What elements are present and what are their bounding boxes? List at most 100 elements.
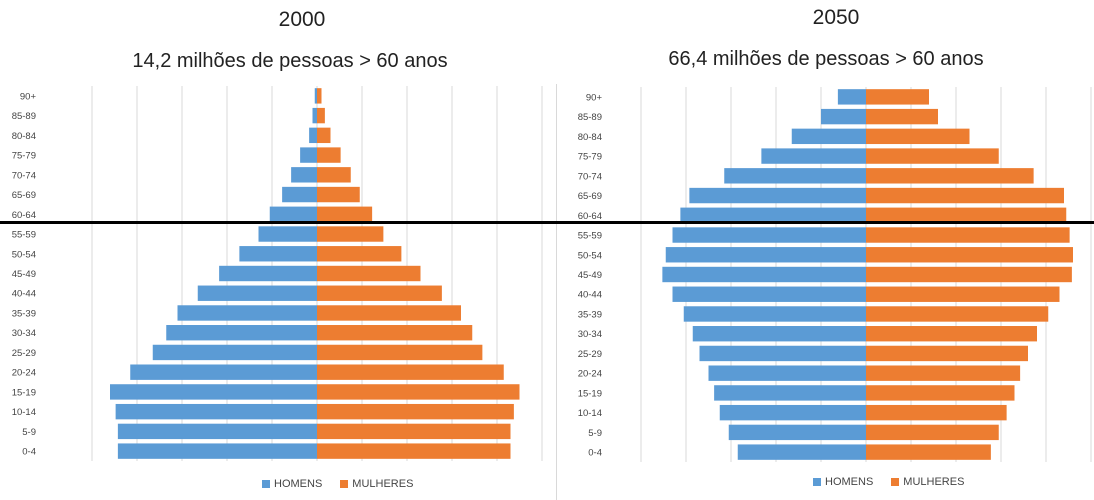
- bar-mulheres-50-54: [317, 246, 402, 262]
- chart-subtitle: 14,2 milhões de pessoas > 60 anos: [132, 50, 448, 72]
- tick-label-90+: 90+: [586, 92, 603, 103]
- tick-label-80-84: 80-84: [578, 132, 602, 143]
- tick-label-10-14: 10-14: [578, 408, 602, 419]
- tick-label-15-19: 15-19: [12, 387, 36, 398]
- tick-label-90+: 90+: [20, 91, 37, 102]
- bar-mulheres-60-64: [866, 207, 1067, 223]
- bar-mulheres-15-19: [317, 384, 520, 400]
- bar-homens-60-64: [680, 207, 866, 223]
- bar-mulheres-30-34: [317, 325, 473, 341]
- tick-label-60-64: 60-64: [578, 211, 602, 222]
- bar-mulheres-10-14: [866, 404, 1007, 421]
- tick-label-20-24: 20-24: [578, 369, 602, 380]
- bar-mulheres-85-89: [317, 107, 325, 124]
- legend-swatch-mulheres: [891, 478, 900, 486]
- bar-mulheres-75-79: [317, 147, 341, 163]
- bar-homens-85-89: [821, 108, 866, 125]
- legend-label-mulheres: MULHERES: [352, 478, 414, 490]
- legend-swatch-mulheres: [340, 480, 349, 488]
- bar-homens-55-59: [258, 226, 317, 242]
- tick-label-30-34: 30-34: [12, 328, 36, 339]
- pyramid-2050-panel: 2050 66,4 milhões de pessoas > 60 anos 9…: [556, 0, 1094, 500]
- pyramid-2050-plot: 90+ 85-89 80-84 75-79 70-74 65-69 60-64 55-59 50…: [578, 87, 1092, 462]
- tick-label-30-34: 30-34: [578, 329, 602, 340]
- tick-label-75-79: 75-79: [12, 151, 36, 162]
- tick-label-35-39: 35-39: [578, 309, 602, 320]
- tick-label-75-79: 75-79: [578, 152, 602, 163]
- bar-homens-40-44: [197, 285, 317, 301]
- bar-homens-50-54: [665, 247, 866, 263]
- bar-mulheres-20-24: [317, 364, 504, 380]
- tick-label-40-44: 40-44: [12, 289, 36, 300]
- bar-homens-30-34: [166, 325, 317, 341]
- bar-homens-75-79: [761, 148, 866, 164]
- bar-homens-25-29: [699, 345, 866, 362]
- bar-homens-10-14: [115, 403, 317, 420]
- legend-item-mulheres: MULHERES: [891, 476, 964, 488]
- tick-label-25-29: 25-29: [578, 349, 602, 360]
- bar-homens-25-29: [152, 344, 317, 361]
- bar-homens-40-44: [672, 286, 866, 302]
- bar-mulheres-5-9: [866, 424, 999, 441]
- bar-mulheres-10-14: [317, 403, 514, 420]
- tick-label-0-4: 0-4: [22, 447, 36, 458]
- tick-label-60-64: 60-64: [12, 210, 36, 221]
- tick-label-5-9: 5-9: [588, 428, 602, 439]
- bar-homens-0-4: [117, 443, 317, 459]
- tick-label-50-54: 50-54: [578, 250, 602, 261]
- pyramid-2000-panel: 2000 14,2 milhões de pessoas > 60 anos 9…: [12, 8, 543, 490]
- pyramid-2000-plot: 90+ 85-89 80-84 75-79 70-74 65-69 60-64 55-59 50…: [12, 86, 543, 461]
- bar-mulheres-90+: [866, 89, 929, 105]
- tick-label-65-69: 65-69: [578, 191, 602, 202]
- bar-homens-15-19: [714, 385, 866, 401]
- bar-mulheres-60-64: [317, 206, 373, 222]
- bar-mulheres-80-84: [866, 128, 970, 145]
- legend: HOMENS MULHERES: [813, 476, 982, 488]
- bar-homens-0-4: [737, 444, 866, 460]
- bar-mulheres-45-49: [866, 266, 1072, 283]
- bar-mulheres-85-89: [866, 108, 938, 125]
- bar-mulheres-70-74: [317, 167, 351, 183]
- tick-label-15-19: 15-19: [578, 388, 602, 399]
- bar-homens-10-14: [719, 404, 866, 421]
- bar-mulheres-20-24: [866, 365, 1021, 381]
- tick-label-5-9: 5-9: [22, 427, 36, 438]
- chart-title: 2000: [278, 8, 326, 31]
- tick-label-25-29: 25-29: [12, 348, 36, 359]
- bar-homens-70-74: [291, 167, 317, 183]
- tick-label-40-44: 40-44: [578, 290, 602, 301]
- tick-label-10-14: 10-14: [12, 407, 36, 418]
- legend-label-homens: HOMENS: [274, 478, 323, 490]
- bar-homens-20-24: [130, 364, 317, 380]
- bar-homens-80-84: [791, 128, 866, 145]
- bar-homens-30-34: [692, 326, 866, 342]
- tick-label-55-59: 55-59: [578, 231, 602, 242]
- chart-subtitle: 66,4 milhões de pessoas > 60 anos: [668, 48, 984, 70]
- bar-mulheres-30-34: [866, 326, 1037, 342]
- bar-homens-65-69: [282, 186, 317, 203]
- bar-mulheres-40-44: [866, 286, 1060, 302]
- tick-label-45-49: 45-49: [578, 270, 602, 281]
- bar-mulheres-15-19: [866, 385, 1015, 401]
- bar-mulheres-0-4: [866, 444, 991, 460]
- bar-homens-5-9: [117, 423, 317, 440]
- bar-mulheres-25-29: [866, 345, 1028, 362]
- bar-homens-45-49: [219, 265, 317, 282]
- bar-homens-70-74: [724, 168, 866, 184]
- bar-mulheres-25-29: [317, 344, 483, 361]
- tick-label-80-84: 80-84: [12, 131, 36, 142]
- bar-homens-90+: [314, 88, 317, 104]
- bar-mulheres-70-74: [866, 168, 1034, 184]
- bar-homens-90+: [837, 89, 866, 105]
- bar-homens-60-64: [269, 206, 317, 222]
- bar-mulheres-45-49: [317, 265, 421, 282]
- bar-homens-35-39: [683, 306, 866, 322]
- bar-mulheres-55-59: [866, 227, 1070, 243]
- bar-homens-15-19: [110, 384, 317, 400]
- tick-label-20-24: 20-24: [12, 368, 36, 379]
- bar-homens-75-79: [300, 147, 317, 163]
- legend-label-mulheres: MULHERES: [903, 476, 965, 488]
- tick-label-70-74: 70-74: [12, 170, 36, 181]
- chart-title: 2050: [812, 6, 860, 29]
- age-60-threshold-line: [0, 221, 1094, 224]
